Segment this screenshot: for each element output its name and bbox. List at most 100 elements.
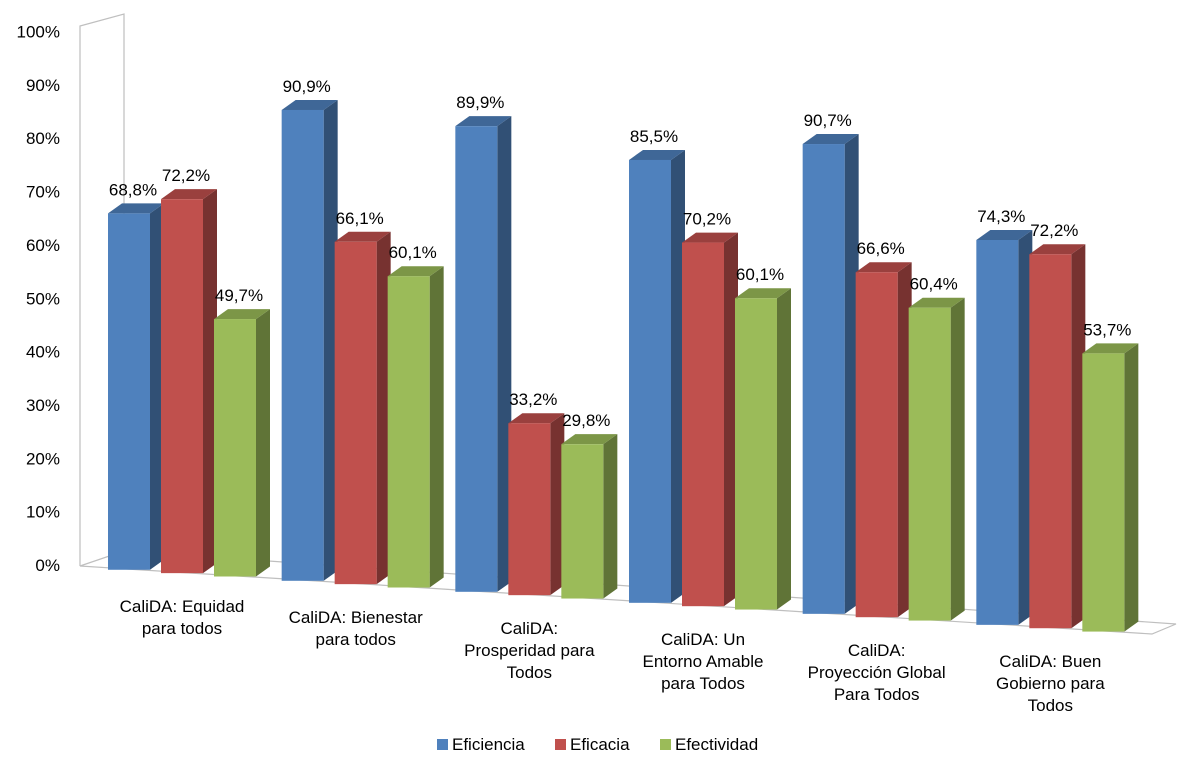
- bar-top: [508, 413, 565, 424]
- data-label: 33,2%: [509, 390, 557, 409]
- y-tick-label: 0%: [35, 556, 60, 575]
- bar-side: [1124, 343, 1139, 632]
- bar-side: [950, 297, 965, 621]
- bar-eficacia-2: [508, 413, 565, 596]
- bar-eficacia-1: [334, 231, 391, 585]
- bar-side: [603, 434, 618, 599]
- bar-eficacia-5: [1029, 244, 1086, 629]
- bar-side: [376, 231, 391, 585]
- bar-front: [855, 272, 898, 618]
- bar-eficiencia-0: [108, 203, 164, 570]
- bar-side: [671, 149, 685, 603]
- y-axis: 0% 10% 20% 30% 40% 50% 60% 70% 80% 90% 100%: [17, 23, 60, 576]
- bar-eficiencia-5: [976, 229, 1033, 625]
- legend-item-eficacia: Eficacia: [555, 735, 630, 754]
- legend-label: Eficiencia: [452, 735, 525, 754]
- bar-top: [1082, 343, 1139, 354]
- bar-front: [455, 126, 498, 592]
- bar-side: [897, 262, 912, 618]
- legend: Eficiencia Eficacia Efectividad: [437, 735, 758, 754]
- bar-front: [1029, 254, 1072, 629]
- bar-top: [1029, 244, 1086, 255]
- bar-eficacia-3: [682, 232, 738, 607]
- bar-side: [497, 116, 512, 592]
- bar-top: [108, 203, 164, 214]
- bar-top: [735, 288, 791, 299]
- bar-front: [108, 213, 150, 570]
- data-label: 60,1%: [736, 265, 784, 284]
- bar-front: [735, 298, 777, 610]
- bar-efectividad-4: [908, 297, 965, 621]
- bar-front: [214, 319, 256, 577]
- bar-front: [561, 444, 604, 599]
- bar-eficiencia-2: [455, 116, 512, 592]
- bar-eficacia-4: [855, 262, 912, 618]
- bar-front: [508, 423, 551, 596]
- data-label: 53,7%: [1083, 320, 1131, 339]
- legend-swatch: [555, 739, 566, 750]
- bar-eficiencia-3: [629, 149, 685, 603]
- bar-side: [777, 288, 791, 610]
- data-label: 60,4%: [910, 275, 958, 294]
- bar-top: [561, 434, 618, 445]
- y-tick-label: 50%: [26, 289, 60, 308]
- bar-side: [1071, 244, 1086, 629]
- data-label: 68,8%: [109, 180, 157, 199]
- legend-item-eficiencia: Eficiencia: [437, 735, 525, 754]
- data-label: 66,1%: [336, 209, 384, 228]
- category-label: CaliDA: Buen Gobierno para Todos: [996, 652, 1105, 715]
- bar-top: [802, 134, 859, 145]
- category-label: CaliDA: Prosperidad para Todos: [464, 619, 595, 682]
- y-tick-label: 30%: [26, 396, 60, 415]
- bar-top: [908, 297, 965, 308]
- bar-top: [682, 232, 738, 243]
- data-labels: 68,8% 72,2% 49,7% 90,9% 66,1% 60,1% 89,9% 33,2%…: [109, 77, 1132, 430]
- bar-top: [455, 116, 512, 127]
- category-label: CaliDA: Equidad para todos: [120, 597, 245, 638]
- bar-front: [802, 144, 845, 614]
- bar-eficiencia-4: [802, 134, 859, 614]
- bar-efectividad-0: [214, 309, 270, 577]
- bar-front: [1082, 353, 1125, 632]
- bar-top: [161, 189, 217, 200]
- bar-side: [550, 413, 565, 596]
- bar-top: [629, 149, 685, 160]
- data-label: 89,9%: [456, 93, 504, 112]
- data-label: 29,8%: [562, 411, 610, 430]
- bar-side: [256, 309, 270, 577]
- data-label: 90,7%: [804, 111, 852, 130]
- y-tick-label: 10%: [26, 503, 60, 522]
- bar-side: [1018, 229, 1033, 625]
- bar-efectividad-5: [1082, 343, 1139, 632]
- bar-eficacia-0: [161, 189, 217, 574]
- data-label: 72,2%: [1030, 221, 1078, 240]
- bar-top: [214, 309, 270, 320]
- bar-side: [724, 232, 738, 607]
- y-tick-label: 60%: [26, 236, 60, 255]
- category-label: CaliDA: Un Entorno Amable para Todos: [643, 630, 764, 693]
- bars: [108, 99, 1139, 632]
- data-label: 49,7%: [215, 286, 263, 305]
- bar-front: [387, 276, 430, 588]
- bar-side: [150, 203, 164, 570]
- legend-swatch: [437, 739, 448, 750]
- x-axis: CaliDA: Equidad para todos CaliDA: Bienest…: [120, 597, 1106, 715]
- bar-front: [334, 241, 377, 585]
- y-tick-label: 100%: [17, 23, 60, 42]
- bar-top: [976, 229, 1033, 240]
- bar-eficiencia-1: [281, 99, 338, 581]
- bar-efectividad-2: [561, 434, 618, 599]
- bar-top: [334, 231, 391, 242]
- bar-front: [161, 199, 203, 574]
- y-tick-label: 40%: [26, 343, 60, 362]
- legend-label: Eficacia: [570, 735, 630, 754]
- bar-top: [855, 262, 912, 273]
- bar-front: [908, 307, 951, 621]
- bar-efectividad-3: [735, 288, 791, 610]
- bar-front: [976, 239, 1019, 625]
- bar-side: [844, 134, 859, 614]
- legend-item-efectividad: Efectividad: [660, 735, 758, 754]
- bar-efectividad-1: [387, 266, 444, 588]
- legend-label: Efectividad: [675, 735, 758, 754]
